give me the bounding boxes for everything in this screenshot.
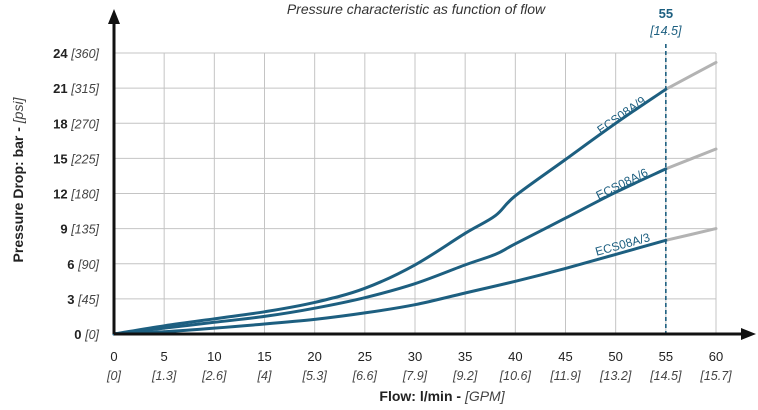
x-tick-label: 30: [408, 349, 422, 364]
x-tick-sublabel: [13.2]: [599, 369, 632, 383]
x-axis-label-sub: [GPM]: [464, 388, 506, 404]
x-tick-sublabel: [6.6]: [352, 369, 378, 383]
x-tick-sublabel: [11.9]: [549, 369, 581, 383]
y-tick-label: 12 [180]: [53, 187, 99, 202]
x-tick-sublabel: [4]: [257, 369, 272, 383]
x-tick-sublabel: [1.3]: [151, 369, 177, 383]
marker-sub-label: [14.5]: [649, 24, 682, 38]
series-label-3: ECS08A/9: [594, 93, 648, 137]
y-tick-subvalue: [0]: [84, 328, 99, 342]
x-tick-labels: 0 [0] 5 [1.3] 10 [2.6] 15 [4] 20 [5.3] 25 [6.6] 30 [7…: [106, 349, 732, 383]
series-line-3: [112, 87, 668, 336]
y-tick-subvalue: [225]: [70, 152, 99, 166]
marker-label: 55: [659, 6, 673, 21]
x-axis-label-main: Flow: l/min -: [379, 388, 465, 404]
y-tick-value: 0: [74, 327, 85, 342]
y-tick-subvalue: [135]: [70, 223, 99, 237]
x-tick-label: 5: [161, 349, 168, 364]
x-tick-label: 60: [709, 349, 723, 364]
series-line-1: [112, 238, 668, 336]
axes: [108, 9, 756, 340]
y-tick-label: 3 [45]: [67, 292, 99, 307]
x-tick-sublabel: [7.9]: [402, 369, 428, 383]
y-tick-value: 9: [60, 222, 71, 237]
x-axis-arrow: [741, 328, 756, 340]
x-tick-sublabel: [10.6]: [499, 369, 532, 383]
x-tick-label: 40: [508, 349, 522, 364]
x-tick-sublabel: [15.7]: [699, 369, 732, 383]
x-tick-label: 15: [257, 349, 271, 364]
x-tick-sublabel: [9.2]: [452, 369, 478, 383]
marker-line-group: 55 [14.5]: [649, 6, 682, 334]
x-tick-sublabel: [2.6]: [201, 369, 227, 383]
y-tick-subvalue: [360]: [70, 47, 99, 61]
curve-extensions: [664, 60, 718, 242]
x-tick-label: 55: [659, 349, 673, 364]
series-line-2: [112, 167, 668, 336]
series-lines: [112, 87, 668, 336]
y-axis-label-sub: [psi]: [10, 96, 26, 124]
y-tick-label: 15 [225]: [53, 151, 99, 166]
y-tick-subvalue: [90]: [77, 258, 99, 272]
y-tick-value: 3: [67, 292, 78, 307]
y-tick-value: 6: [67, 257, 78, 272]
y-tick-label: 0 [0]: [74, 327, 99, 342]
series-extension-1: [664, 227, 718, 242]
y-tick-labels: 0 [0] 3 [45] 6 [90] 9 [135] 12 [180] 15 [225]…: [53, 46, 99, 342]
x-tick-label: 50: [608, 349, 622, 364]
x-tick-label: 20: [307, 349, 321, 364]
y-tick-label: 9 [135]: [60, 222, 99, 237]
y-tick-label: 24 [360]: [53, 46, 99, 61]
series-extension-3: [664, 60, 718, 91]
x-axis-label: Flow: l/min - [GPM]: [379, 388, 505, 404]
y-tick-value: 15: [53, 151, 71, 166]
y-tick-subvalue: [180]: [70, 188, 99, 202]
chart-title: Pressure characteristic as function of f…: [287, 1, 546, 17]
y-tick-subvalue: [315]: [70, 82, 99, 96]
y-axis-arrow: [108, 9, 120, 24]
y-tick-value: 21: [53, 81, 71, 96]
series-extension-2: [664, 147, 718, 171]
y-tick-value: 12: [53, 187, 71, 202]
x-tick-label: 10: [207, 349, 221, 364]
y-tick-value: 18: [53, 116, 71, 131]
y-axis-label-main: Pressure Drop: bar -: [10, 123, 26, 262]
y-tick-subvalue: [45]: [77, 293, 99, 307]
x-tick-sublabel: [0]: [106, 369, 121, 383]
series-label-1: ECS08A/3: [594, 230, 652, 259]
x-tick-label: 0: [110, 349, 117, 364]
y-tick-label: 21 [315]: [53, 81, 99, 96]
y-tick-label: 18 [270]: [53, 116, 99, 131]
series-labels: ECS08A/3 ECS08A/6 ECS08A/9: [594, 93, 652, 259]
x-tick-label: 45: [558, 349, 572, 364]
y-tick-label: 6 [90]: [67, 257, 99, 272]
y-tick-value: 24: [53, 46, 71, 61]
series-label-2: ECS08A/6: [594, 165, 651, 202]
y-tick-subvalue: [270]: [70, 117, 99, 131]
x-tick-label: 35: [458, 349, 472, 364]
x-tick-sublabel: [14.5]: [649, 369, 682, 383]
x-tick-label: 25: [358, 349, 372, 364]
y-axis-label: Pressure Drop: bar - [psi]: [10, 96, 26, 262]
x-tick-sublabel: [5.3]: [302, 369, 328, 383]
grid: [114, 52, 717, 334]
